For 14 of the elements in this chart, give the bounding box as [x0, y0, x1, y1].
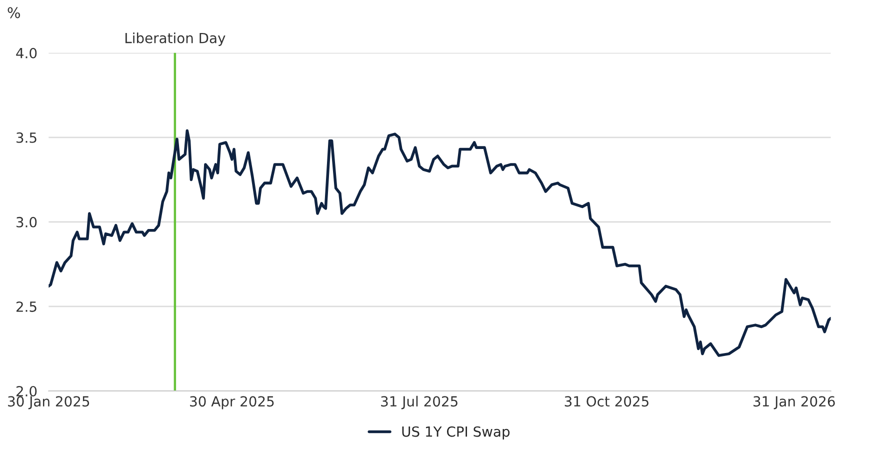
y-axis-title: %	[8, 7, 20, 18]
y-tick-label: 3.0	[16, 216, 37, 228]
y-tick-label: 4.0	[16, 48, 37, 58]
y-tick-label: 2.5	[16, 301, 36, 312]
y-tick-label: 2.0	[16, 386, 37, 396]
ref-line-label: Liberation Day	[125, 32, 226, 46]
x-tick-label: 31 Jan 2026	[754, 396, 835, 410]
line-series	[48, 129, 831, 357]
x-tick-label: 30 Jan 2025	[8, 396, 90, 410]
x-tick-label: 31 Jul 2025	[381, 396, 458, 410]
x-tick-label: 31 Oct 2025	[564, 396, 648, 407]
y-tick-label: 3.5	[16, 132, 36, 143]
legend-label: US 1Y CPI Swap	[402, 426, 510, 440]
x-tick-label: 30 Apr 2025	[190, 396, 274, 410]
